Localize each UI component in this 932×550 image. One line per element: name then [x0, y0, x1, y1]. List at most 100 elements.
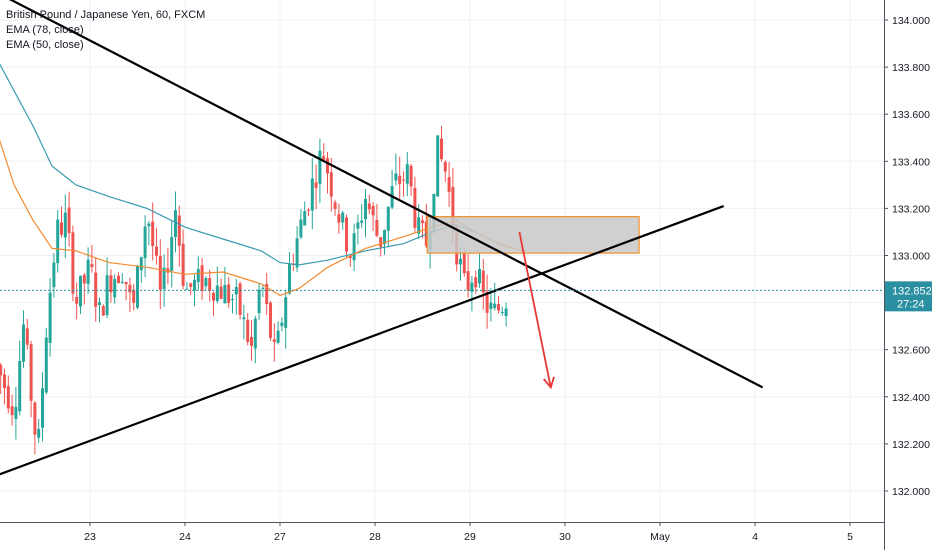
- time-axis[interactable]: 23 24 27 28 29 30 May 4 5: [0, 522, 884, 550]
- supply-zone-rectangle: [426, 216, 640, 254]
- ema-50-legend[interactable]: EMA (50, close): [6, 39, 84, 51]
- candle-body: [371, 206, 375, 216]
- candle-body: [405, 164, 409, 184]
- candle-body: [166, 268, 170, 273]
- trendline-ascending: [0, 205, 725, 476]
- candle-body: [364, 198, 367, 220]
- candle-body: [257, 289, 261, 314]
- candle-body: [402, 179, 405, 181]
- price-candles: [0, 125, 508, 455]
- time-axis-background: [0, 522, 884, 550]
- candle-body: [310, 178, 314, 211]
- candle-body: [41, 388, 44, 428]
- time-tick-label: 29: [464, 531, 476, 543]
- price-tick-label: 132.200: [892, 439, 930, 451]
- candle-body: [333, 202, 337, 209]
- candle-body: [185, 288, 189, 290]
- candle-body: [272, 339, 276, 343]
- price-tick-label: 133.000: [892, 251, 930, 263]
- price-axis-background: [884, 0, 932, 550]
- candle-body: [443, 162, 447, 172]
- candle-body: [299, 219, 303, 238]
- candle-body: [109, 275, 113, 293]
- candle-body: [90, 264, 94, 268]
- candle-body: [394, 173, 398, 181]
- candle-body: [29, 344, 33, 401]
- candle-body: [158, 255, 162, 290]
- candle-body: [326, 158, 329, 174]
- price-tick-label: 133.400: [892, 156, 930, 168]
- symbol-title[interactable]: British Pound / Japanese Yen, 60, FXCM: [6, 9, 206, 21]
- candle-body: [219, 286, 223, 299]
- ema-78-legend[interactable]: EMA (78, close): [6, 24, 84, 36]
- candle-body: [155, 246, 158, 256]
- candle-body: [352, 233, 356, 261]
- candle-body: [470, 282, 474, 292]
- candle-body: [231, 298, 234, 301]
- trendline-descending: [8, 0, 764, 389]
- candle-body: [386, 206, 390, 231]
- candle-body: [341, 212, 345, 223]
- candle-body: [307, 209, 310, 211]
- candle-body: [246, 319, 250, 342]
- candle-body: [379, 237, 383, 247]
- candle-body: [242, 317, 246, 320]
- candle-body: [478, 268, 481, 284]
- price-tick-label: 133.600: [892, 109, 930, 121]
- drawing-overlays[interactable]: [0, 0, 764, 510]
- candle-body: [314, 182, 318, 188]
- candle-body: [223, 284, 227, 304]
- candle-body: [356, 222, 360, 229]
- candle-body: [500, 311, 504, 313]
- candle-body: [79, 275, 82, 307]
- time-tick-label: 5: [847, 531, 853, 543]
- candle-body: [417, 217, 421, 234]
- candle-body: [56, 219, 60, 264]
- candle-body: [295, 238, 299, 268]
- price-tick-label: 132.400: [892, 392, 930, 404]
- time-tick-label: 23: [84, 531, 96, 543]
- candle-body: [375, 220, 379, 236]
- candle-body: [33, 402, 37, 435]
- candle-body: [98, 302, 101, 306]
- candle-body: [497, 304, 500, 311]
- candle-body: [60, 222, 63, 235]
- candle-body: [151, 221, 155, 247]
- candle-body: [227, 284, 231, 303]
- candle-body: [329, 172, 333, 197]
- candle-body: [67, 207, 71, 234]
- candle-body: [318, 150, 322, 184]
- candle-body: [174, 210, 177, 238]
- candle-body: [170, 237, 174, 271]
- candle-body: [128, 284, 132, 293]
- candle-body: [48, 292, 52, 343]
- candle-body: [82, 274, 86, 284]
- candle-body: [383, 230, 386, 245]
- candle-body: [181, 243, 185, 286]
- candle-body: [322, 156, 326, 160]
- candle-body: [303, 211, 307, 226]
- candle-body: [280, 322, 284, 327]
- candle-body: [22, 324, 25, 362]
- price-tick-label: 133.200: [892, 203, 930, 215]
- candle-body: [120, 281, 124, 283]
- candle-body: [196, 269, 200, 283]
- candle-body: [6, 386, 10, 409]
- candle-body: [215, 285, 219, 302]
- candle-body: [139, 257, 143, 271]
- candle-body: [462, 253, 466, 274]
- candle-body: [481, 270, 485, 293]
- price-axis[interactable]: 134.000 133.800 133.600 133.400 133.200 133.0…: [884, 0, 932, 550]
- candle-body: [52, 262, 56, 288]
- candle-body: [14, 406, 18, 419]
- candle-body: [409, 165, 413, 187]
- candle-body: [113, 279, 117, 298]
- candle-body: [193, 279, 196, 291]
- time-tick-label: 4: [752, 531, 758, 543]
- candle-body: [421, 220, 424, 224]
- candle-body: [18, 360, 22, 412]
- time-tick-label: 24: [179, 531, 191, 543]
- candle-body: [44, 337, 48, 393]
- candle-body: [10, 406, 14, 416]
